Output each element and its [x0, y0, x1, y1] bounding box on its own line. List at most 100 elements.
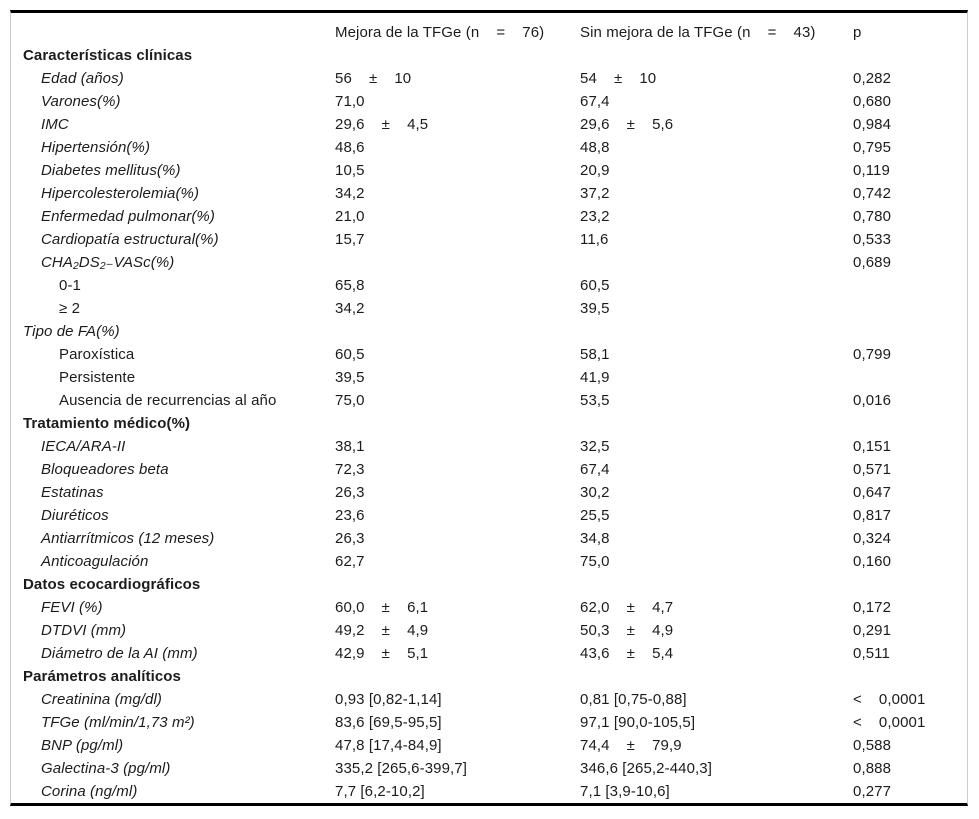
- sin-mejora-tfge-value: 11,6: [580, 231, 609, 248]
- table-row: 0-1 65,8 60,5: [23, 274, 967, 297]
- mejora-tfge-value: 0,93 [0,82-1,14]: [335, 691, 442, 708]
- table-row: Corina (ng/ml) 7,7 [6,2-10,2] 7,1 [3,9-1…: [23, 780, 967, 803]
- sin-mejora-tfge-value: 67,4: [580, 461, 610, 478]
- sin-mejora-tfge-value: 48,8: [580, 139, 610, 156]
- row-label: Corina (ng/ml): [41, 783, 138, 800]
- table-row: Paroxística 60,5 58,1 0,799: [23, 343, 967, 366]
- sin-mejora-tfge-value: 97,1 [90,0-105,5]: [580, 714, 696, 731]
- mejora-tfge-value: 65,8: [335, 277, 365, 294]
- row-label: Hipercolesterolemia(%): [41, 185, 200, 202]
- sin-mejora-tfge-value: 67,4: [580, 93, 610, 110]
- table-row: Diabetes mellitus(%) 10,5 20,9 0,119: [23, 159, 967, 182]
- p-value: 0,795: [853, 139, 892, 156]
- p-value: 0,888: [853, 760, 892, 777]
- row-label: BNP (pg/ml): [41, 737, 124, 754]
- sin-mejora-tfge-value: 7,1 [3,9-10,6]: [580, 783, 670, 800]
- p-value: 0,680: [853, 93, 892, 110]
- mejora-tfge-value: 335,2 [265,6-399,7]: [335, 760, 468, 777]
- p-value: 0,647: [853, 484, 892, 501]
- p-value: 0,291: [853, 622, 892, 639]
- sin-mejora-tfge-value: 37,2: [580, 185, 610, 202]
- p-value: 0,282: [853, 70, 892, 87]
- mejora-tfge-value: 49,2 ± 4,9: [335, 622, 429, 639]
- mejora-tfge-value: 21,0: [335, 208, 365, 225]
- mejora-tfge-value: 7,7 [6,2-10,2]: [335, 783, 425, 800]
- row-label: Paroxística: [59, 346, 135, 363]
- table-header-row: Mejora de la TFGe (n = 76) Sin mejora de…: [23, 21, 967, 44]
- p-value: 0,799: [853, 346, 892, 363]
- table-row: Datos ecocardiográficos: [23, 573, 967, 596]
- table-row: Antiarrítmicos (12 meses) 26,3 34,8 0,32…: [23, 527, 967, 550]
- sin-mejora-tfge-value: 62,0 ± 4,7: [580, 599, 674, 616]
- p-value: 0,151: [853, 438, 892, 455]
- table-row: TFGe (ml/min/1,73 m²) 83,6 [69,5-95,5] 9…: [23, 711, 967, 734]
- p-value: < 0,0001: [853, 714, 926, 731]
- table-row: Galectina-3 (pg/ml) 335,2 [265,6-399,7] …: [23, 757, 967, 780]
- mejora-tfge-value: 60,0 ± 6,1: [335, 599, 429, 616]
- header-col-mejora-tfge: Mejora de la TFGe (n = 76): [335, 24, 545, 41]
- table-row: Parámetros analíticos: [23, 665, 967, 688]
- table-row: Anticoagulación 62,7 75,0 0,160: [23, 550, 967, 573]
- sin-mejora-tfge-value: 39,5: [580, 300, 610, 317]
- mejora-tfge-value: 42,9 ± 5,1: [335, 645, 429, 662]
- mejora-tfge-value: 72,3: [335, 461, 365, 478]
- row-label: Características clínicas: [23, 47, 193, 64]
- sin-mejora-tfge-value: 58,1: [580, 346, 610, 363]
- sin-mejora-tfge-value: 54 ± 10: [580, 70, 657, 87]
- mejora-tfge-value: 10,5: [335, 162, 365, 179]
- row-label: Bloqueadores beta: [41, 461, 169, 478]
- row-label: DTDVI (mm): [41, 622, 127, 639]
- header-col-sin-mejora-tfge: Sin mejora de la TFGe (n = 43): [580, 24, 816, 41]
- comparison-table: Mejora de la TFGe (n = 76) Sin mejora de…: [10, 10, 968, 806]
- table-row: IECA/ARA-II 38,1 32,5 0,151: [23, 435, 967, 458]
- table-row: Enfermedad pulmonar(%) 21,0 23,2 0,780: [23, 205, 967, 228]
- table-row: IMC 29,6 ± 4,5 29,6 ± 5,6 0,984: [23, 113, 967, 136]
- sin-mejora-tfge-value: 0,81 [0,75-0,88]: [580, 691, 687, 708]
- sin-mejora-tfge-value: 75,0: [580, 553, 610, 570]
- table-row: Persistente 39,5 41,9: [23, 366, 967, 389]
- mejora-tfge-value: 48,6: [335, 139, 365, 156]
- row-label: Hipertensión(%): [41, 139, 151, 156]
- row-label: Parámetros analíticos: [23, 668, 182, 685]
- p-value: 0,533: [853, 231, 892, 248]
- sin-mejora-tfge-value: 41,9: [580, 369, 610, 386]
- table-row: Edad (años) 56 ± 10 54 ± 10 0,282: [23, 67, 967, 90]
- sin-mejora-tfge-value: 34,8: [580, 530, 610, 547]
- p-value: 0,588: [853, 737, 892, 754]
- sin-mejora-tfge-value: 20,9: [580, 162, 610, 179]
- row-label: Tipo de FA(%): [23, 323, 120, 340]
- mejora-tfge-value: 75,0: [335, 392, 365, 409]
- p-value: 0,277: [853, 783, 892, 800]
- mejora-tfge-value: 71,0: [335, 93, 365, 110]
- row-label: Galectina-3 (pg/ml): [41, 760, 171, 777]
- table-row: Ausencia de recurrencias al año 75,0 53,…: [23, 389, 967, 412]
- table-row: FEVI (%) 60,0 ± 6,1 62,0 ± 4,7 0,172: [23, 596, 967, 619]
- mejora-tfge-value: 26,3: [335, 484, 365, 501]
- p-value: 0,780: [853, 208, 892, 225]
- table-row: Creatinina (mg/dl) 0,93 [0,82-1,14] 0,81…: [23, 688, 967, 711]
- table-row: ≥ 2 34,2 39,5: [23, 297, 967, 320]
- p-value: 0,571: [853, 461, 892, 478]
- mejora-tfge-value: 60,5: [335, 346, 365, 363]
- row-label: FEVI (%): [41, 599, 103, 616]
- sin-mejora-tfge-value: 32,5: [580, 438, 610, 455]
- p-value: 0,984: [853, 116, 892, 133]
- row-label: ≥ 2: [59, 300, 81, 317]
- p-value: 0,160: [853, 553, 892, 570]
- row-label: Anticoagulación: [41, 553, 149, 570]
- row-label: Enfermedad pulmonar(%): [41, 208, 215, 225]
- table-row: Diuréticos 23,6 25,5 0,817: [23, 504, 967, 527]
- table-row: Tipo de FA(%): [23, 320, 967, 343]
- row-label: Ausencia de recurrencias al año: [59, 392, 277, 409]
- mejora-tfge-value: 29,6 ± 4,5: [335, 116, 429, 133]
- table-body: Características clínicas Edad (años) 56 …: [23, 44, 967, 803]
- mejora-tfge-value: 15,7: [335, 231, 365, 248]
- table-row: BNP (pg/ml) 47,8 [17,4-84,9] 74,4 ± 79,9…: [23, 734, 967, 757]
- row-label: Tratamiento médico(%): [23, 415, 191, 432]
- p-value: < 0,0001: [853, 691, 926, 708]
- table-row: Estatinas 26,3 30,2 0,647: [23, 481, 967, 504]
- sin-mejora-tfge-value: 25,5: [580, 507, 610, 524]
- table-row: Diámetro de la AI (mm) 42,9 ± 5,1 43,6 ±…: [23, 642, 967, 665]
- row-label: Diámetro de la AI (mm): [41, 645, 198, 662]
- row-label: Cardiopatía estructural(%): [41, 231, 219, 248]
